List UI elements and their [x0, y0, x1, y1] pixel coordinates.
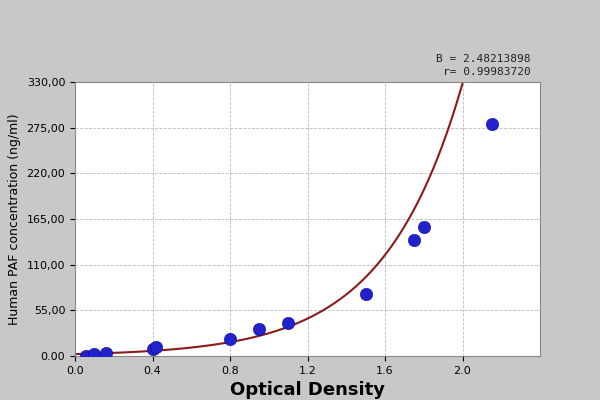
Y-axis label: Human PAF concentration (ng/ml): Human PAF concentration (ng/ml) — [8, 113, 21, 325]
Point — [101, 350, 111, 356]
Text: B = 2.48213898
r= 0.99983720: B = 2.48213898 r= 0.99983720 — [436, 54, 531, 77]
Point — [148, 345, 157, 352]
Point — [361, 290, 370, 297]
Point — [283, 320, 293, 326]
Point — [225, 336, 235, 343]
Point — [89, 351, 99, 358]
Point — [152, 344, 161, 350]
Point — [254, 326, 264, 333]
Point — [419, 224, 428, 231]
Point — [487, 120, 496, 127]
Point — [409, 237, 419, 243]
Point — [81, 353, 91, 359]
X-axis label: Optical Density: Optical Density — [230, 381, 385, 399]
